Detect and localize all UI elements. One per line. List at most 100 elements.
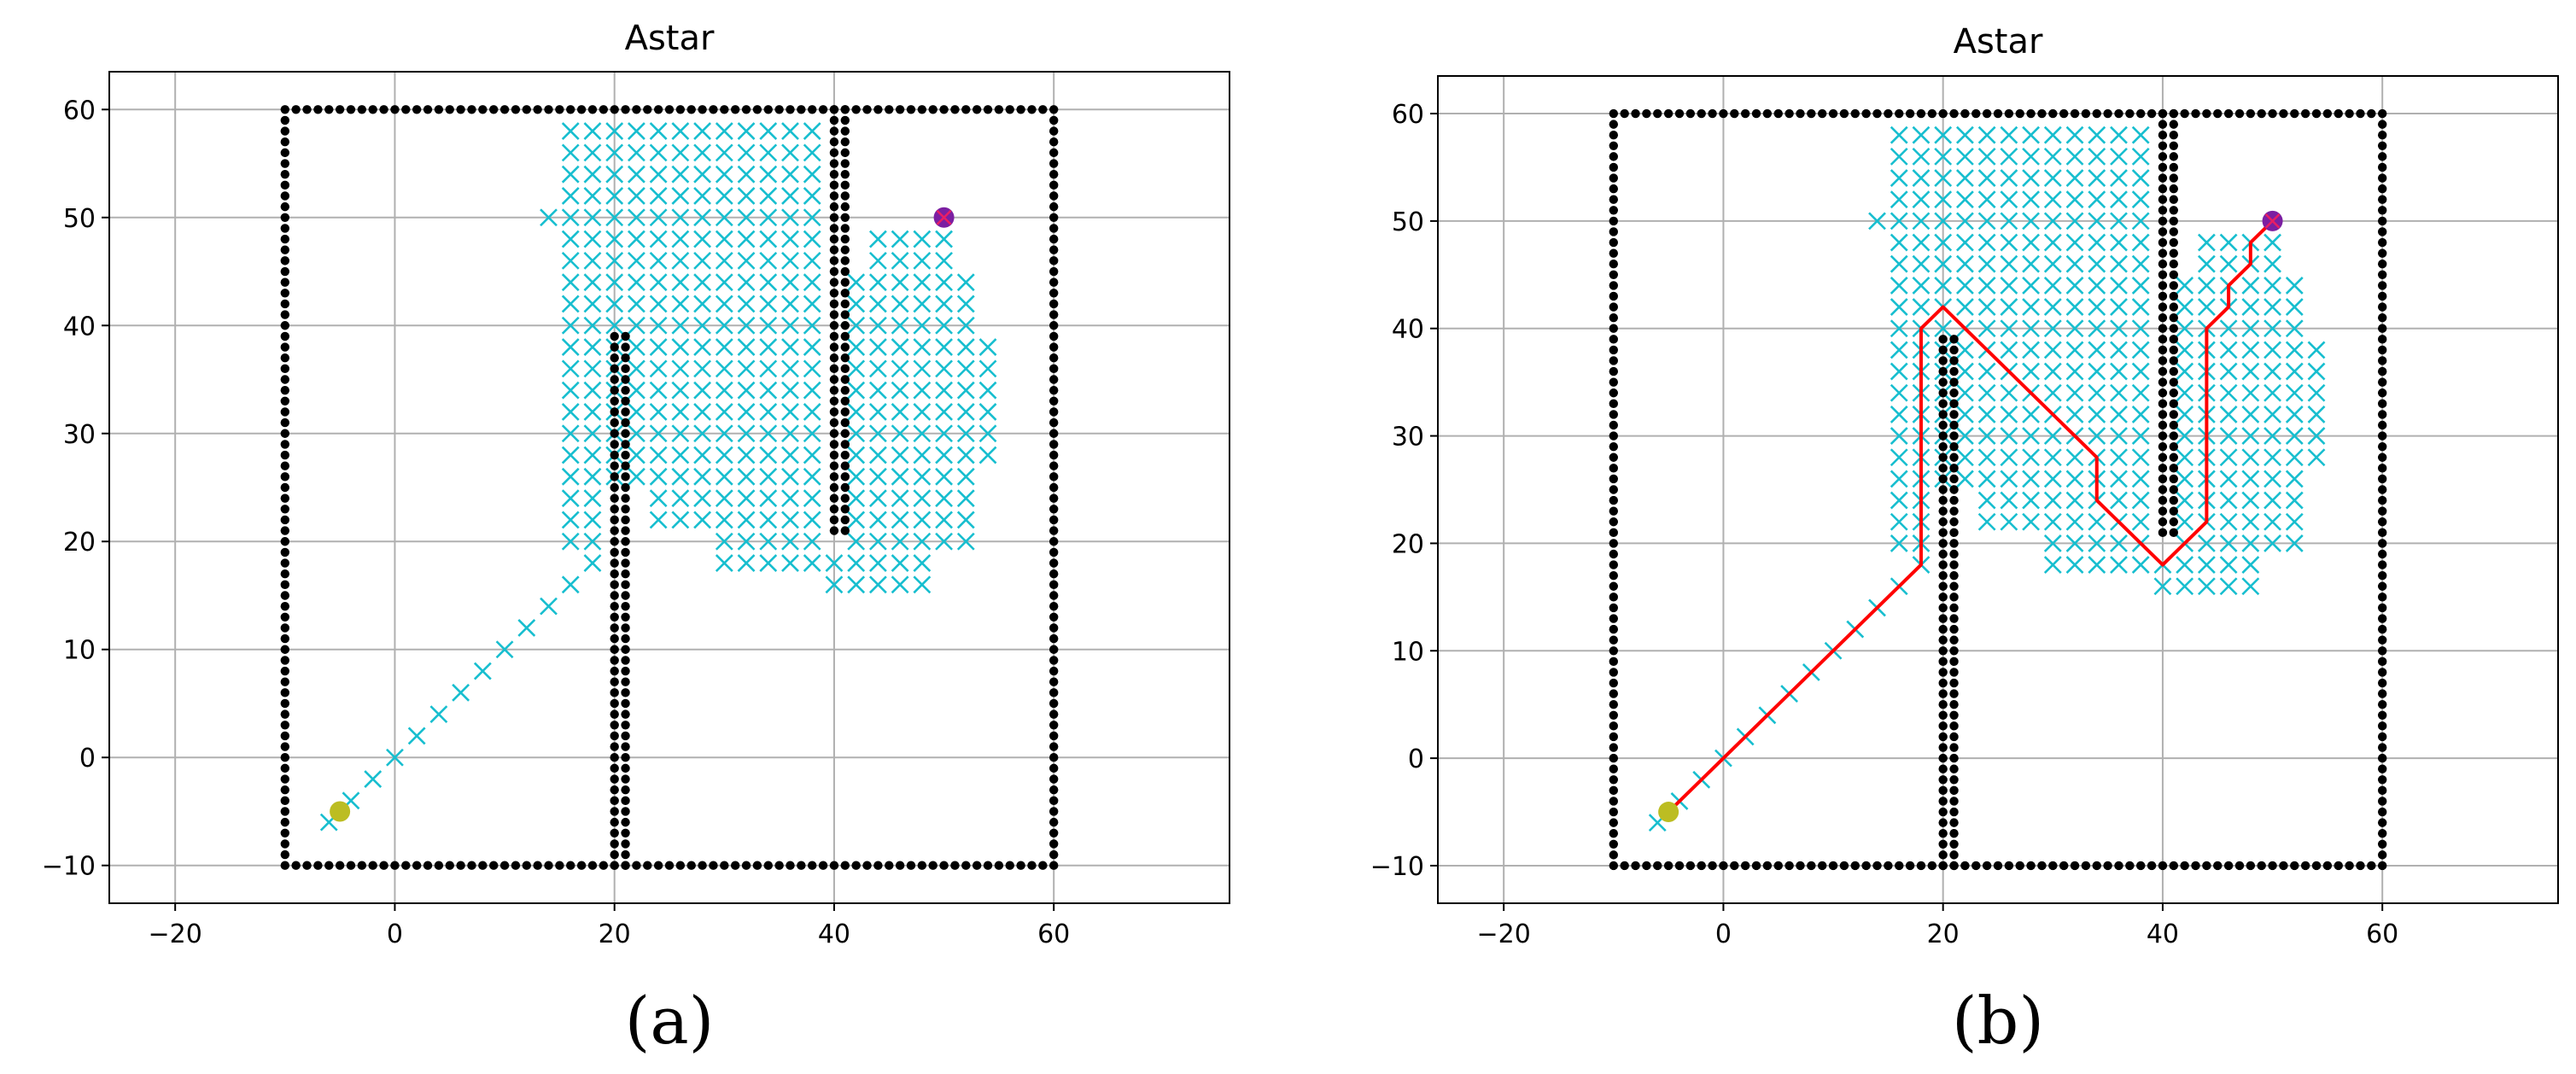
- explored-node: [978, 403, 997, 421]
- explored-node: [2285, 448, 2304, 467]
- obstacle-point: [1049, 321, 1059, 330]
- obstacle-point: [1949, 560, 1959, 569]
- obstacle-point: [610, 105, 619, 114]
- explored-node: [759, 511, 778, 529]
- explored-node: [868, 554, 887, 572]
- explored-node: [737, 554, 756, 572]
- y-tick-label: 60: [63, 96, 96, 125]
- explored-node: [2000, 383, 2018, 402]
- obstacle-point: [610, 407, 619, 417]
- y-tick-label: 0: [79, 744, 96, 773]
- obstacle-point: [1949, 592, 1959, 602]
- y-tick-label: 20: [63, 528, 96, 557]
- explored-node: [561, 446, 580, 464]
- obstacle-point: [2213, 861, 2223, 871]
- obstacle-point: [1049, 698, 1059, 709]
- obstacle-point: [412, 861, 422, 870]
- obstacle-point: [2059, 108, 2069, 119]
- obstacle-point: [1938, 335, 1948, 344]
- explored-node: [583, 187, 602, 205]
- obstacle-point: [1949, 721, 1959, 731]
- obstacle-point: [2158, 420, 2168, 430]
- obstacle-point: [2158, 131, 2168, 140]
- obstacle-point: [2377, 184, 2387, 194]
- explored-node: [1890, 190, 1908, 209]
- explored-node: [2285, 491, 2304, 510]
- obstacle-point: [829, 417, 839, 428]
- explored-node: [649, 446, 668, 464]
- explored-node: [913, 467, 932, 486]
- explored-node: [693, 316, 712, 335]
- explored-node: [737, 338, 756, 356]
- explored-node: [2000, 169, 2018, 187]
- obstacle-point: [621, 472, 630, 482]
- explored-node: [2176, 556, 2194, 575]
- obstacle-point: [610, 547, 619, 557]
- obstacle-point: [1740, 108, 1750, 119]
- explored-node: [693, 511, 712, 529]
- explored-node: [891, 489, 909, 508]
- explored-node: [2043, 190, 2062, 209]
- x-tick-label: 0: [1715, 919, 1732, 949]
- explored-node: [935, 446, 953, 464]
- explored-node: [1955, 147, 1974, 166]
- obstacle-point: [346, 105, 356, 114]
- obstacle-point: [829, 493, 839, 503]
- explored-node: [935, 403, 953, 421]
- explored-node: [935, 251, 953, 270]
- obstacle-point: [621, 817, 630, 827]
- obstacle-point: [763, 105, 773, 114]
- obstacle-point: [610, 537, 619, 546]
- explored-node: [1890, 319, 1908, 338]
- obstacle-point: [610, 515, 619, 525]
- explored-node: [2022, 125, 2041, 144]
- explored-node: [803, 338, 821, 356]
- explored-node: [1955, 254, 1974, 273]
- explored-node: [2022, 319, 2041, 338]
- obstacle-point: [621, 105, 630, 114]
- obstacle-point: [1938, 668, 1948, 677]
- obstacle-point: [1938, 861, 1948, 871]
- obstacle-point: [280, 515, 290, 525]
- explored-node: [1890, 341, 1908, 359]
- obstacle-point: [1839, 108, 1849, 119]
- explored-node: [2241, 427, 2260, 445]
- obstacle-point: [610, 666, 619, 676]
- obstacle-point: [1049, 493, 1059, 503]
- obstacle-point: [1916, 861, 1926, 871]
- explored-node: [2110, 405, 2128, 423]
- obstacle-point: [1049, 461, 1059, 470]
- explored-node: [583, 489, 602, 508]
- obstacle-point: [2103, 108, 2112, 119]
- explored-node: [671, 467, 690, 486]
- obstacle-point: [280, 731, 290, 741]
- explored-node: [1977, 319, 1996, 338]
- explored-node: [737, 424, 756, 443]
- explored-node: [847, 532, 866, 551]
- obstacle-point: [1828, 108, 1838, 119]
- obstacle-point: [2169, 388, 2179, 398]
- explored-node: [671, 143, 690, 162]
- obstacle-point: [1938, 797, 1948, 806]
- obstacle-point: [2125, 108, 2135, 119]
- explored-node: [891, 403, 909, 421]
- obstacle-point: [1730, 861, 1739, 871]
- obstacle-point: [2158, 345, 2168, 355]
- explored-node: [1977, 491, 1996, 510]
- explored-node: [583, 143, 602, 162]
- obstacle-point: [1049, 569, 1059, 579]
- obstacle-point: [906, 105, 916, 114]
- obstacle-point: [280, 763, 290, 773]
- obstacle-point: [280, 299, 290, 309]
- obstacle-point: [1807, 861, 1816, 871]
- explored-node: [2065, 556, 2084, 575]
- explored-node: [649, 489, 668, 508]
- explored-node: [627, 338, 645, 356]
- explored-node: [737, 230, 756, 248]
- obstacle-point: [1895, 108, 1904, 119]
- obstacle-point: [291, 105, 301, 114]
- obstacle-point: [610, 493, 619, 503]
- obstacle-point: [1949, 528, 1959, 538]
- obstacle-point: [1938, 517, 1948, 527]
